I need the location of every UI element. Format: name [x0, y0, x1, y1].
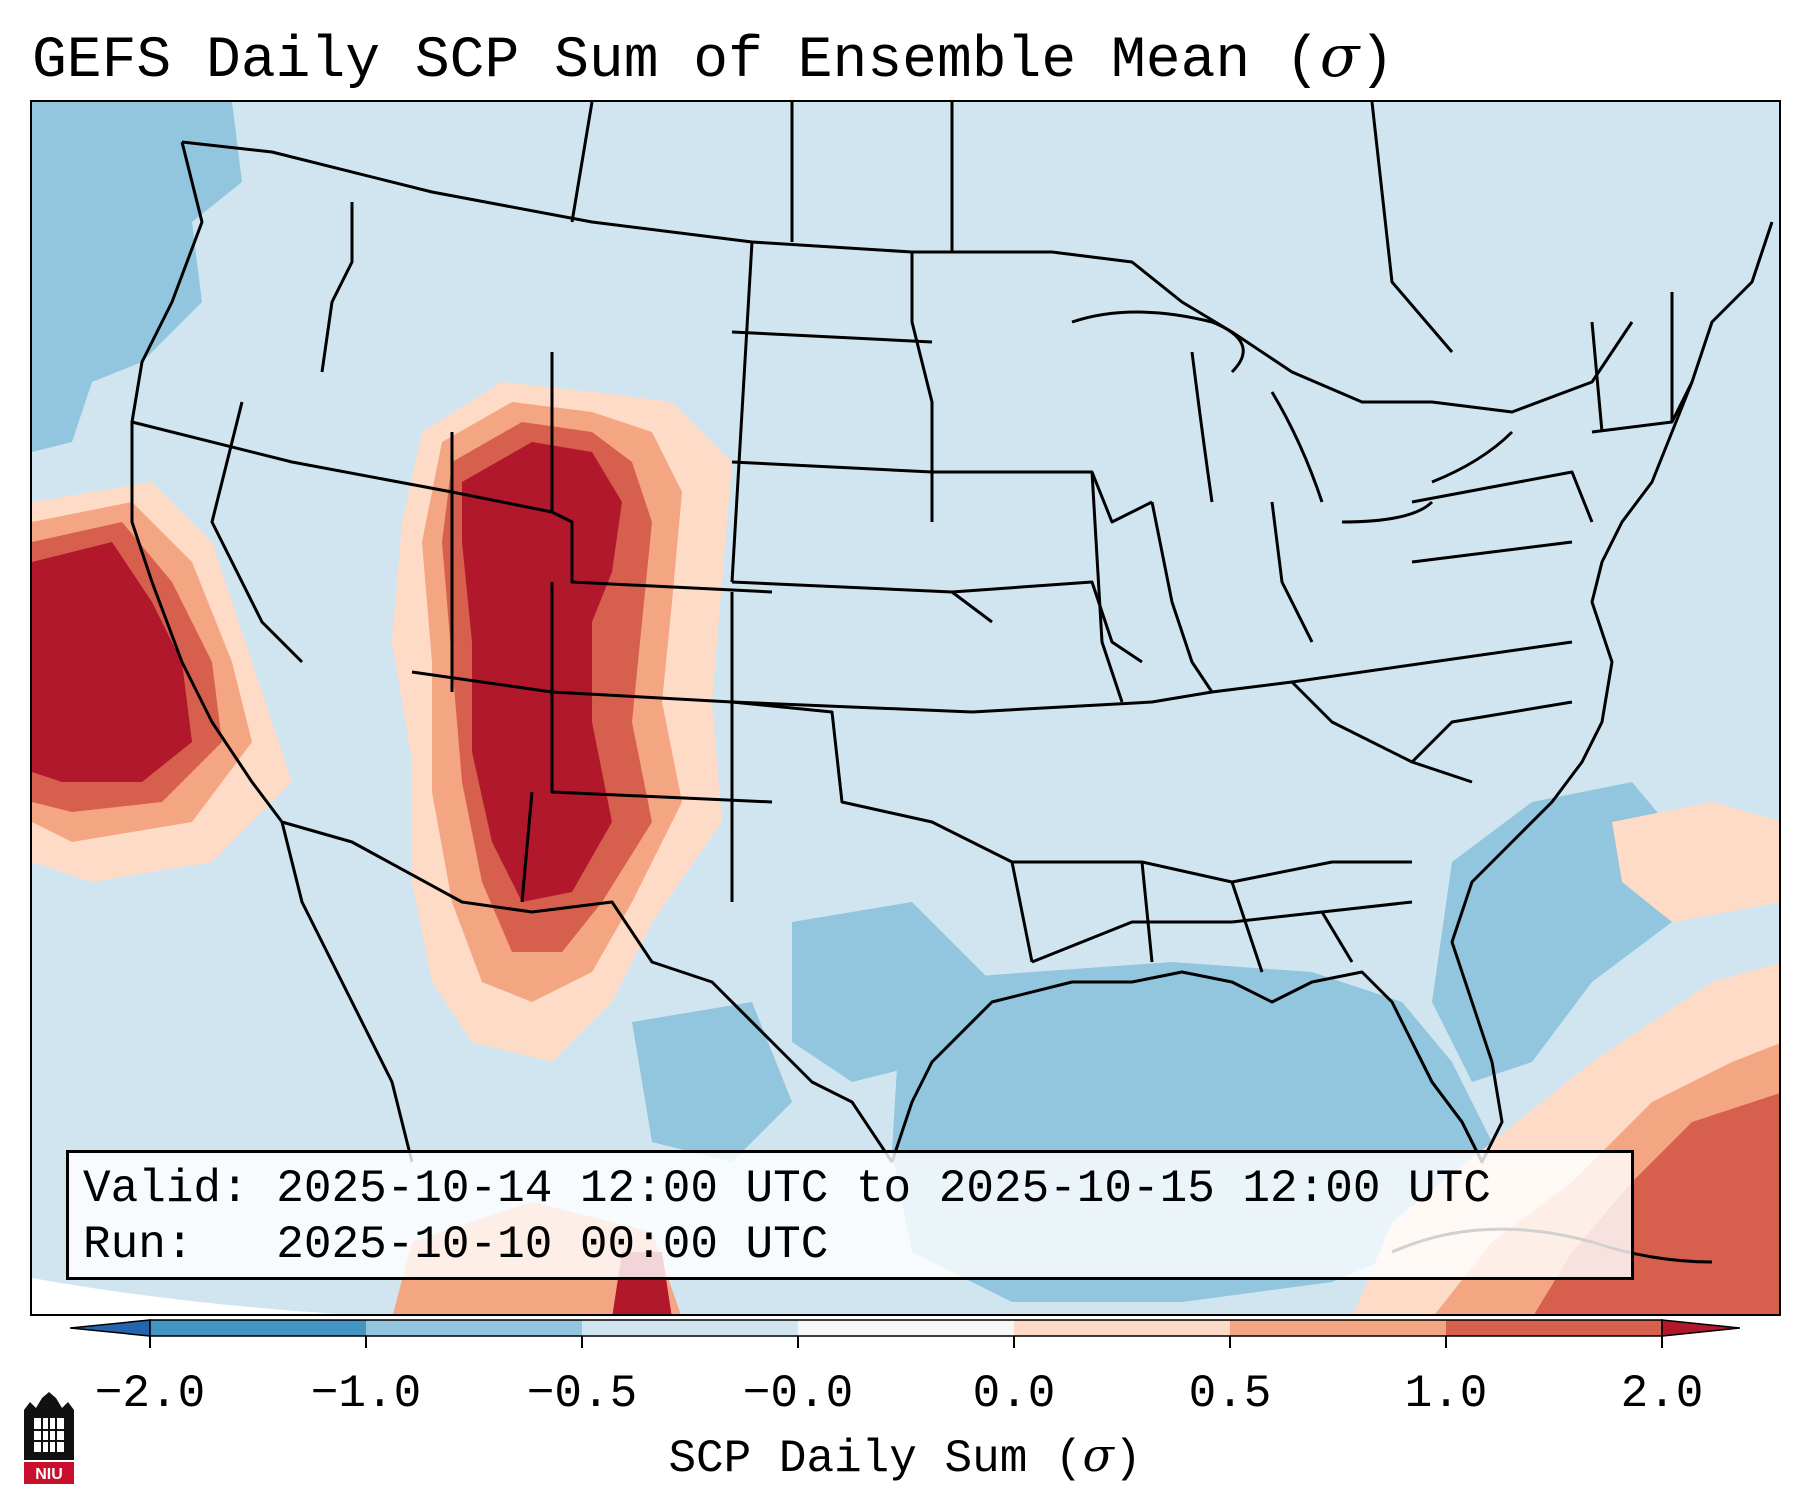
map-panel[interactable] — [30, 100, 1781, 1316]
niu-logo-text: NIU — [35, 1466, 63, 1483]
map-svg — [32, 102, 1779, 1314]
colorbar-tick-5: 0.5 — [1188, 1368, 1272, 1420]
texas-negative-region — [792, 902, 992, 1082]
colorbar: −2.0 −1.0 −0.5 −0.0 0.0 0.5 1.0 2.0 SCP … — [70, 1318, 1740, 1485]
colorbar-tick-3: −0.0 — [742, 1368, 854, 1420]
run-label: Run: — [83, 1219, 194, 1271]
colorbar-tick-7: 2.0 — [1620, 1368, 1704, 1420]
map-title: GEFS Daily SCP Sum of Ensemble Mean (σ) — [32, 22, 1395, 94]
colorbar-tick-6: 1.0 — [1404, 1368, 1488, 1420]
niu-logo: NIU — [20, 1390, 78, 1486]
boundary-lines — [130, 102, 1774, 1264]
validity-info-box: Valid: 2025-10-14 12:00 UTC to 2025-10-1… — [66, 1150, 1634, 1280]
colorbar-segment-2 — [582, 1320, 798, 1336]
colorbar-tick-4: 0.0 — [972, 1368, 1056, 1420]
valid-label: Valid: — [83, 1163, 249, 1215]
pacific-negative-region — [32, 102, 242, 452]
colorbar-tick-2: −0.5 — [526, 1368, 638, 1420]
california-positive-max — [32, 542, 192, 782]
colorbar-extend-high — [1661, 1319, 1740, 1337]
rockies-positive-max — [462, 442, 622, 902]
colorbar-label: SCP Daily Sum (σ) — [668, 1428, 1142, 1485]
colorbar-segment-3 — [798, 1320, 1014, 1336]
colorbar-segment-4 — [1014, 1320, 1230, 1336]
colorbar-segment-0 — [150, 1320, 366, 1336]
colorbar-tick-1: −1.0 — [310, 1368, 422, 1420]
niu-logo-icon: NIU — [24, 1392, 74, 1484]
run-value: 2025-10-10 00:00 UTC — [276, 1219, 829, 1271]
colorbar-segment-6 — [1446, 1320, 1662, 1336]
colorbar-segment-5 — [1230, 1320, 1446, 1336]
colorbar-tick-0: −2.0 — [94, 1368, 206, 1420]
valid-value: 2025-10-14 12:00 UTC to 2025-10-15 12:00… — [276, 1163, 1491, 1215]
colorbar-segment-1 — [366, 1320, 582, 1336]
colorbar-bar — [70, 1319, 1740, 1348]
colorbar-extend-low — [70, 1319, 151, 1337]
